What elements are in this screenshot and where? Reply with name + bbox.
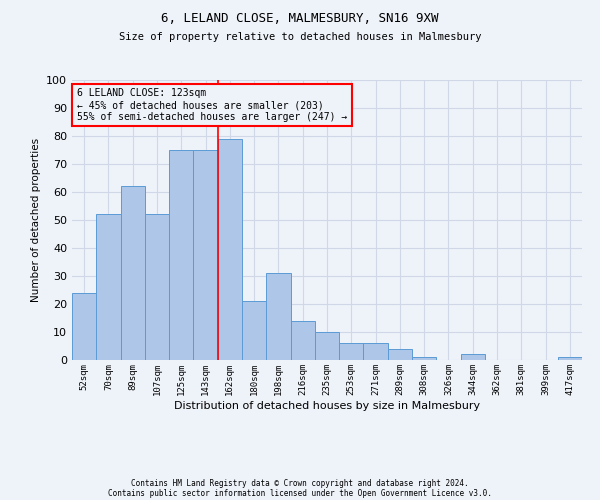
- X-axis label: Distribution of detached houses by size in Malmesbury: Distribution of detached houses by size …: [174, 400, 480, 410]
- Bar: [266, 273, 290, 360]
- Text: 6, LELAND CLOSE, MALMESBURY, SN16 9XW: 6, LELAND CLOSE, MALMESBURY, SN16 9XW: [161, 12, 439, 26]
- Bar: [364, 343, 388, 360]
- Text: Contains HM Land Registry data © Crown copyright and database right 2024.: Contains HM Land Registry data © Crown c…: [131, 478, 469, 488]
- Bar: [290, 321, 315, 360]
- Bar: [388, 349, 412, 360]
- Text: Size of property relative to detached houses in Malmesbury: Size of property relative to detached ho…: [119, 32, 481, 42]
- Bar: [72, 293, 96, 360]
- Bar: [412, 357, 436, 360]
- Bar: [339, 343, 364, 360]
- Text: Contains public sector information licensed under the Open Government Licence v3: Contains public sector information licen…: [108, 488, 492, 498]
- Text: 6 LELAND CLOSE: 123sqm
← 45% of detached houses are smaller (203)
55% of semi-de: 6 LELAND CLOSE: 123sqm ← 45% of detached…: [77, 88, 347, 122]
- Bar: [145, 214, 169, 360]
- Bar: [558, 357, 582, 360]
- Bar: [242, 301, 266, 360]
- Bar: [96, 214, 121, 360]
- Bar: [218, 139, 242, 360]
- Bar: [121, 186, 145, 360]
- Bar: [315, 332, 339, 360]
- Bar: [461, 354, 485, 360]
- Bar: [169, 150, 193, 360]
- Y-axis label: Number of detached properties: Number of detached properties: [31, 138, 41, 302]
- Bar: [193, 150, 218, 360]
